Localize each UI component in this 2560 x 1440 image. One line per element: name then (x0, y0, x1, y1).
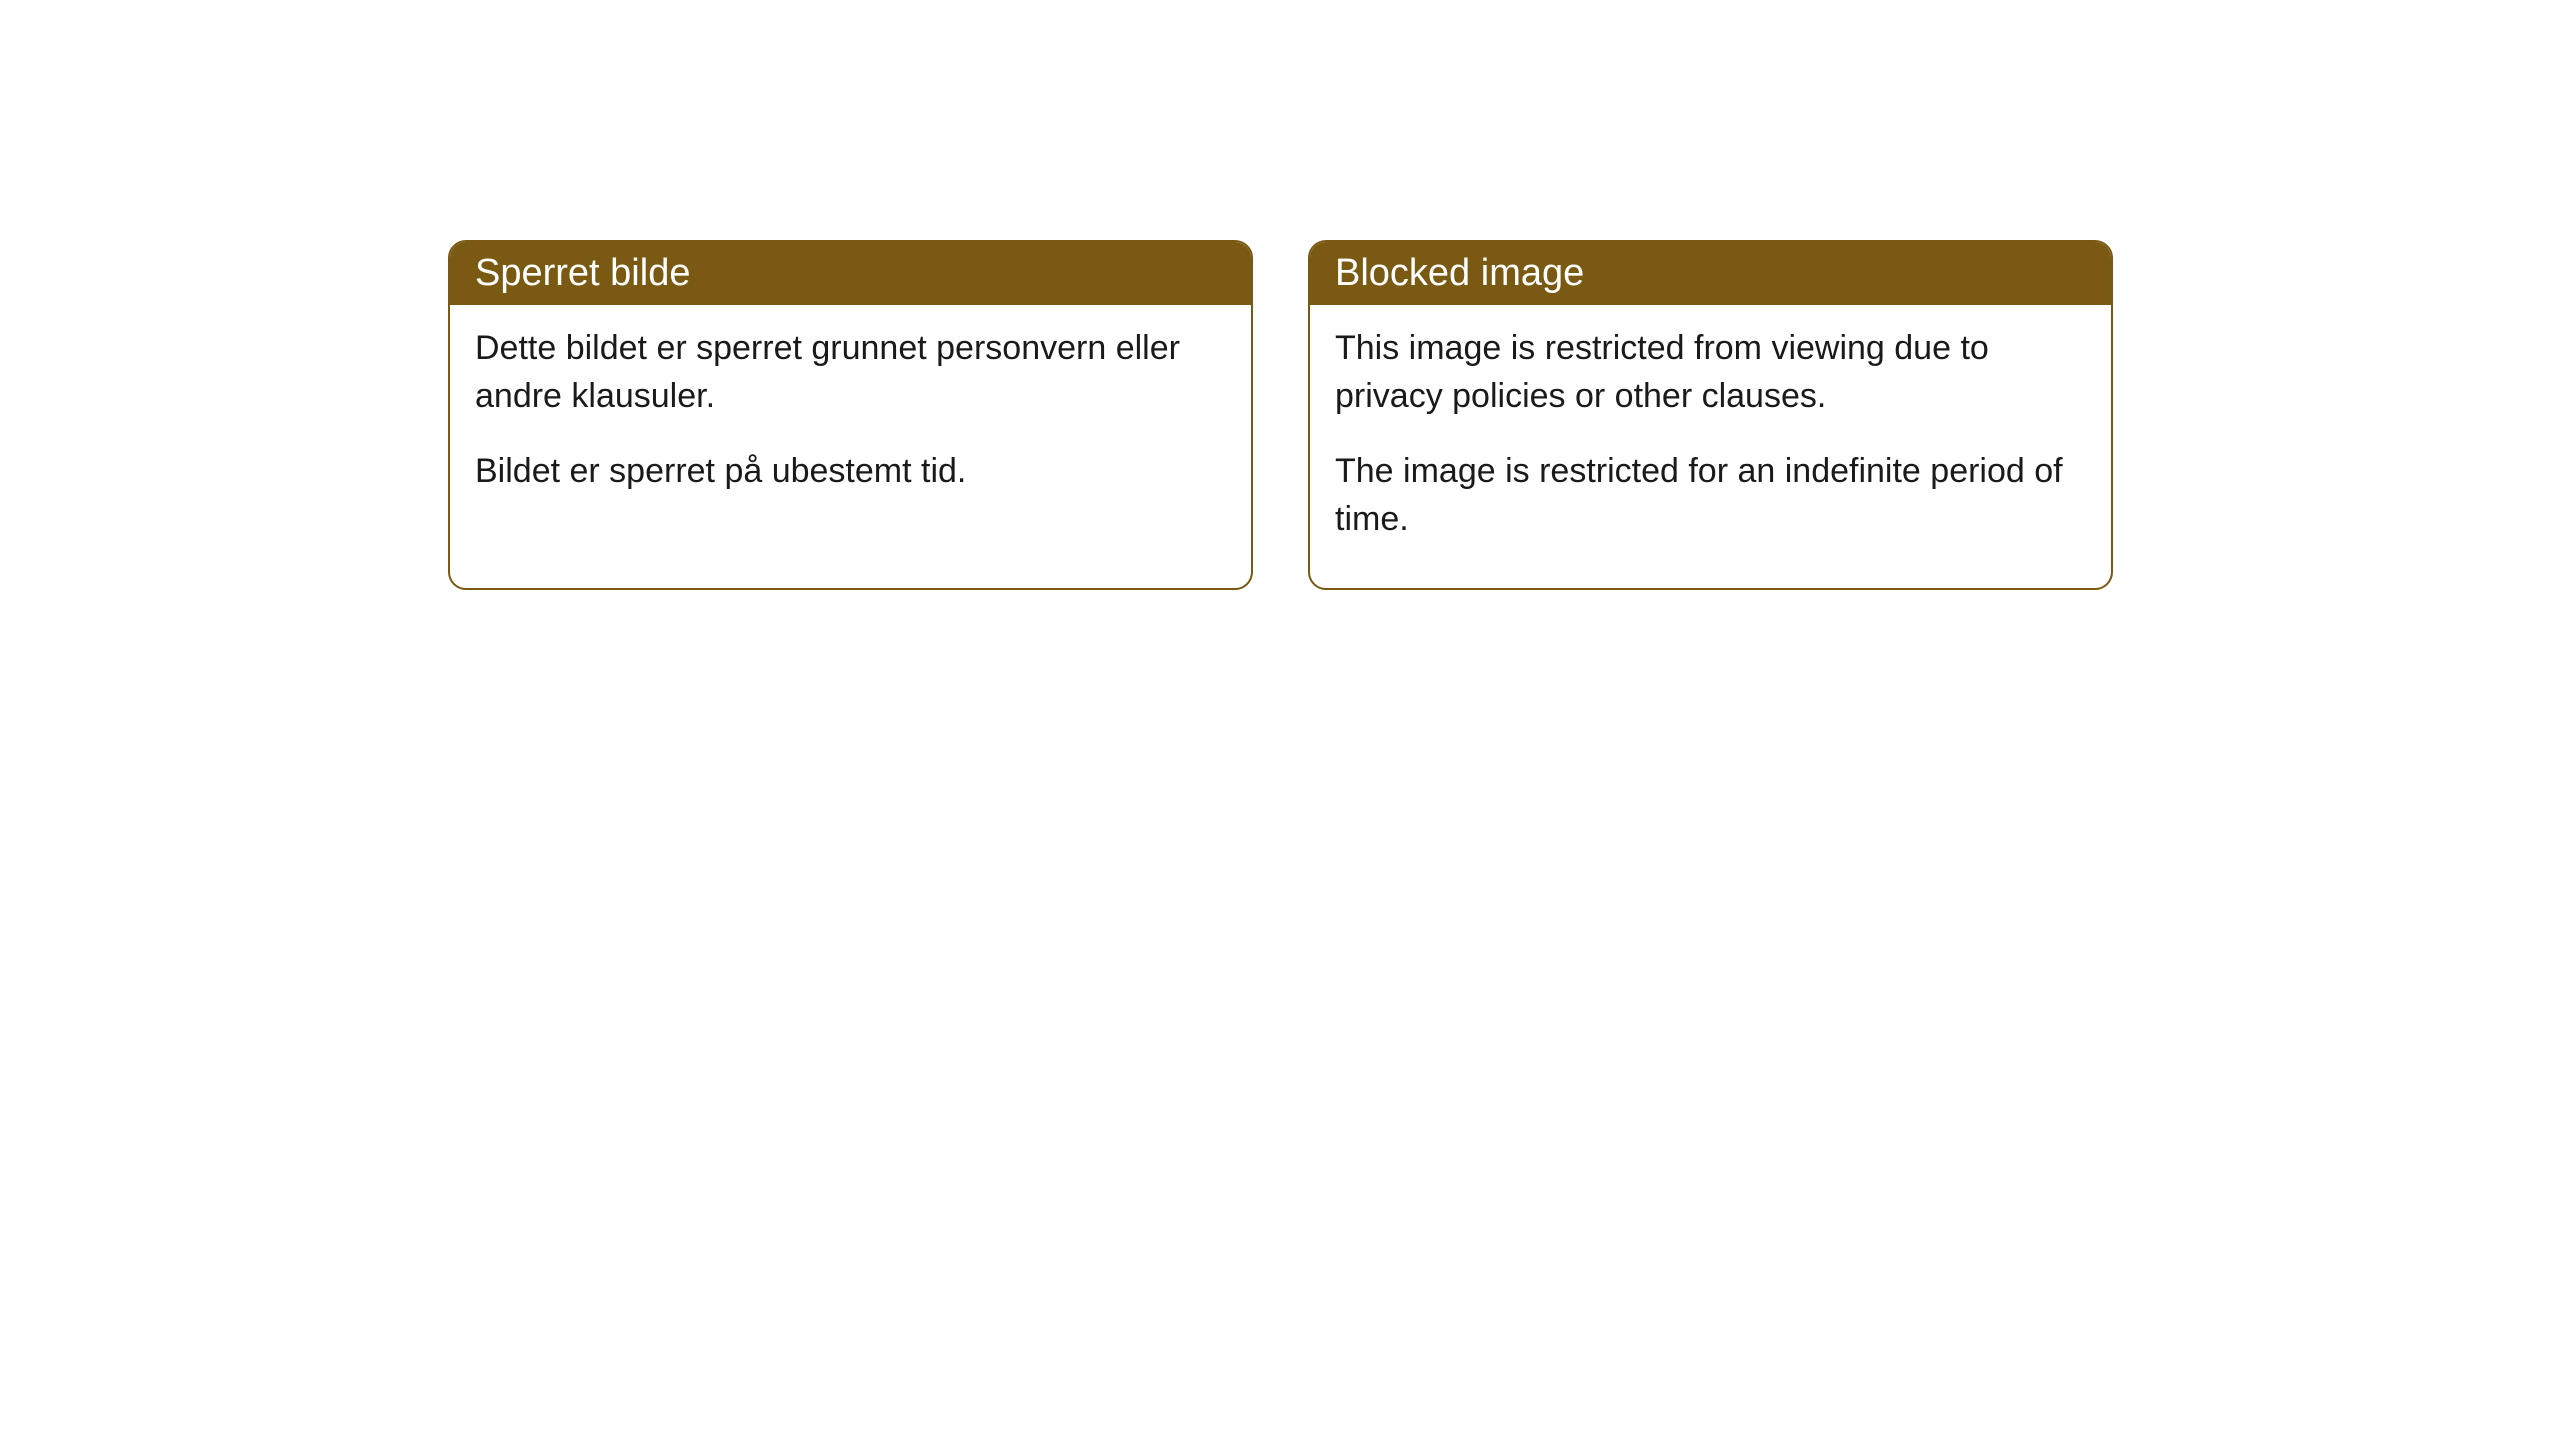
card-title: Blocked image (1335, 252, 1584, 294)
card-header: Blocked image (1310, 242, 2111, 305)
card-paragraph: Dette bildet er sperret grunnet personve… (475, 325, 1226, 420)
notice-card-english: Blocked image This image is restricted f… (1308, 240, 2113, 590)
card-paragraph: This image is restricted from viewing du… (1335, 325, 2086, 420)
notice-card-norwegian: Sperret bilde Dette bildet er sperret gr… (448, 240, 1253, 590)
card-title: Sperret bilde (475, 252, 690, 294)
card-body: Dette bildet er sperret grunnet personve… (450, 305, 1251, 541)
card-paragraph: Bildet er sperret på ubestemt tid. (475, 448, 1226, 496)
notice-cards-container: Sperret bilde Dette bildet er sperret gr… (448, 240, 2113, 590)
card-paragraph: The image is restricted for an indefinit… (1335, 448, 2086, 543)
card-body: This image is restricted from viewing du… (1310, 305, 2111, 588)
card-header: Sperret bilde (450, 242, 1251, 305)
